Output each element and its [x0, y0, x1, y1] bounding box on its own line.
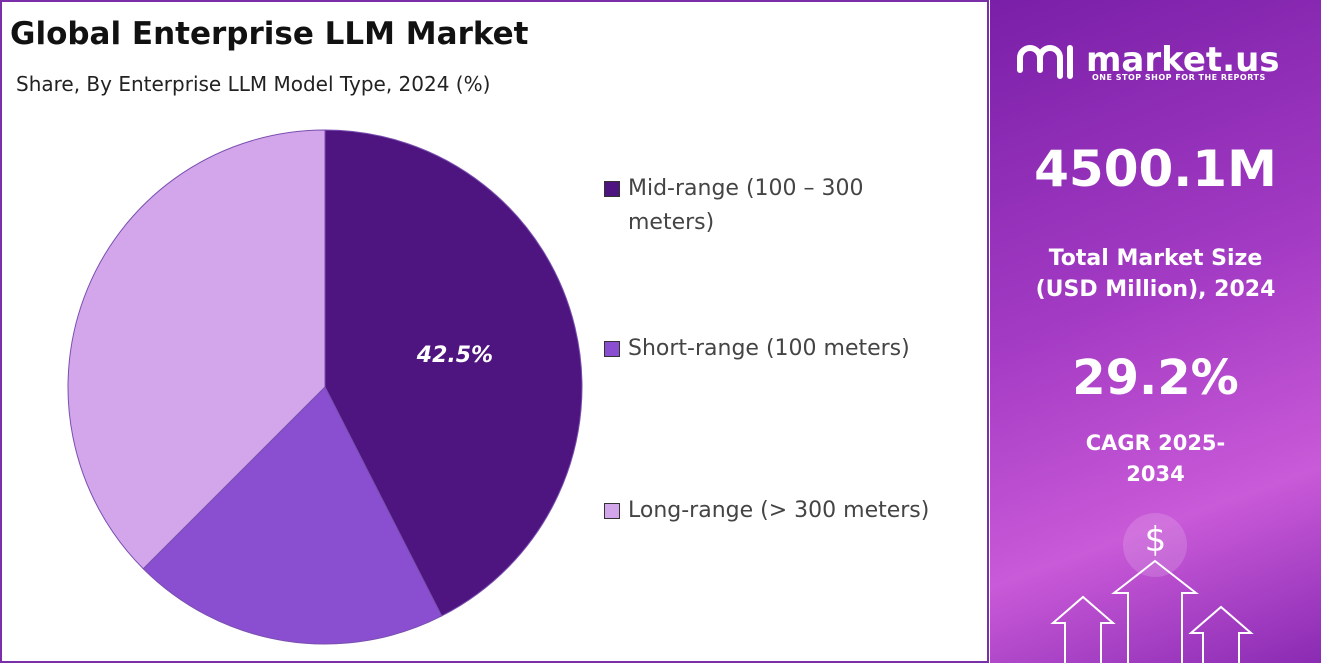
decoration	[1017, 45, 1254, 663]
data-label: 42.5%	[416, 343, 493, 368]
cagr-label: CAGR 2025-2034	[1085, 431, 1226, 486]
coin	[1123, 513, 1187, 577]
pie-slice	[324, 129, 583, 617]
pie-slice	[67, 129, 326, 570]
side-panel: market.us ONE STOP SHOP FOR THE REPORTS …	[990, 0, 1321, 663]
legend-label: Short-range (100 meters)	[628, 336, 910, 361]
market-size: 4500.1M	[1034, 140, 1277, 198]
legend-swatch	[604, 503, 620, 519]
pie-slice	[142, 386, 443, 645]
legend-item: Mid-range (100 – 300 meters)	[604, 172, 944, 240]
tagline: ONE STOP SHOP FOR THE REPORTS	[1092, 73, 1266, 82]
brand: market.us	[1086, 40, 1280, 80]
pie-chart: 42.5%	[67, 129, 583, 645]
chart-panel	[0, 0, 989, 663]
legend-swatch	[604, 341, 620, 357]
legend-item: Short-range (100 meters)	[604, 332, 944, 366]
cagr: 29.2%	[1072, 350, 1239, 406]
legend-label: Long-range (> 300 meters)	[628, 498, 930, 523]
dollar-icon: $	[1144, 520, 1167, 560]
legend-swatch	[604, 181, 620, 197]
legend-item: Long-range (> 300 meters)	[604, 494, 944, 528]
logo-icon	[1017, 45, 1073, 79]
market-size-label: Total Market Size (USD Million), 2024	[1035, 246, 1276, 302]
chart-title: Global Enterprise LLM Market	[10, 16, 529, 52]
chart-subtitle: Share, By Enterprise LLM Model Type, 202…	[16, 72, 491, 96]
legend-label: Mid-range (100 – 300 meters)	[628, 176, 864, 235]
arrows	[1050, 559, 1254, 663]
